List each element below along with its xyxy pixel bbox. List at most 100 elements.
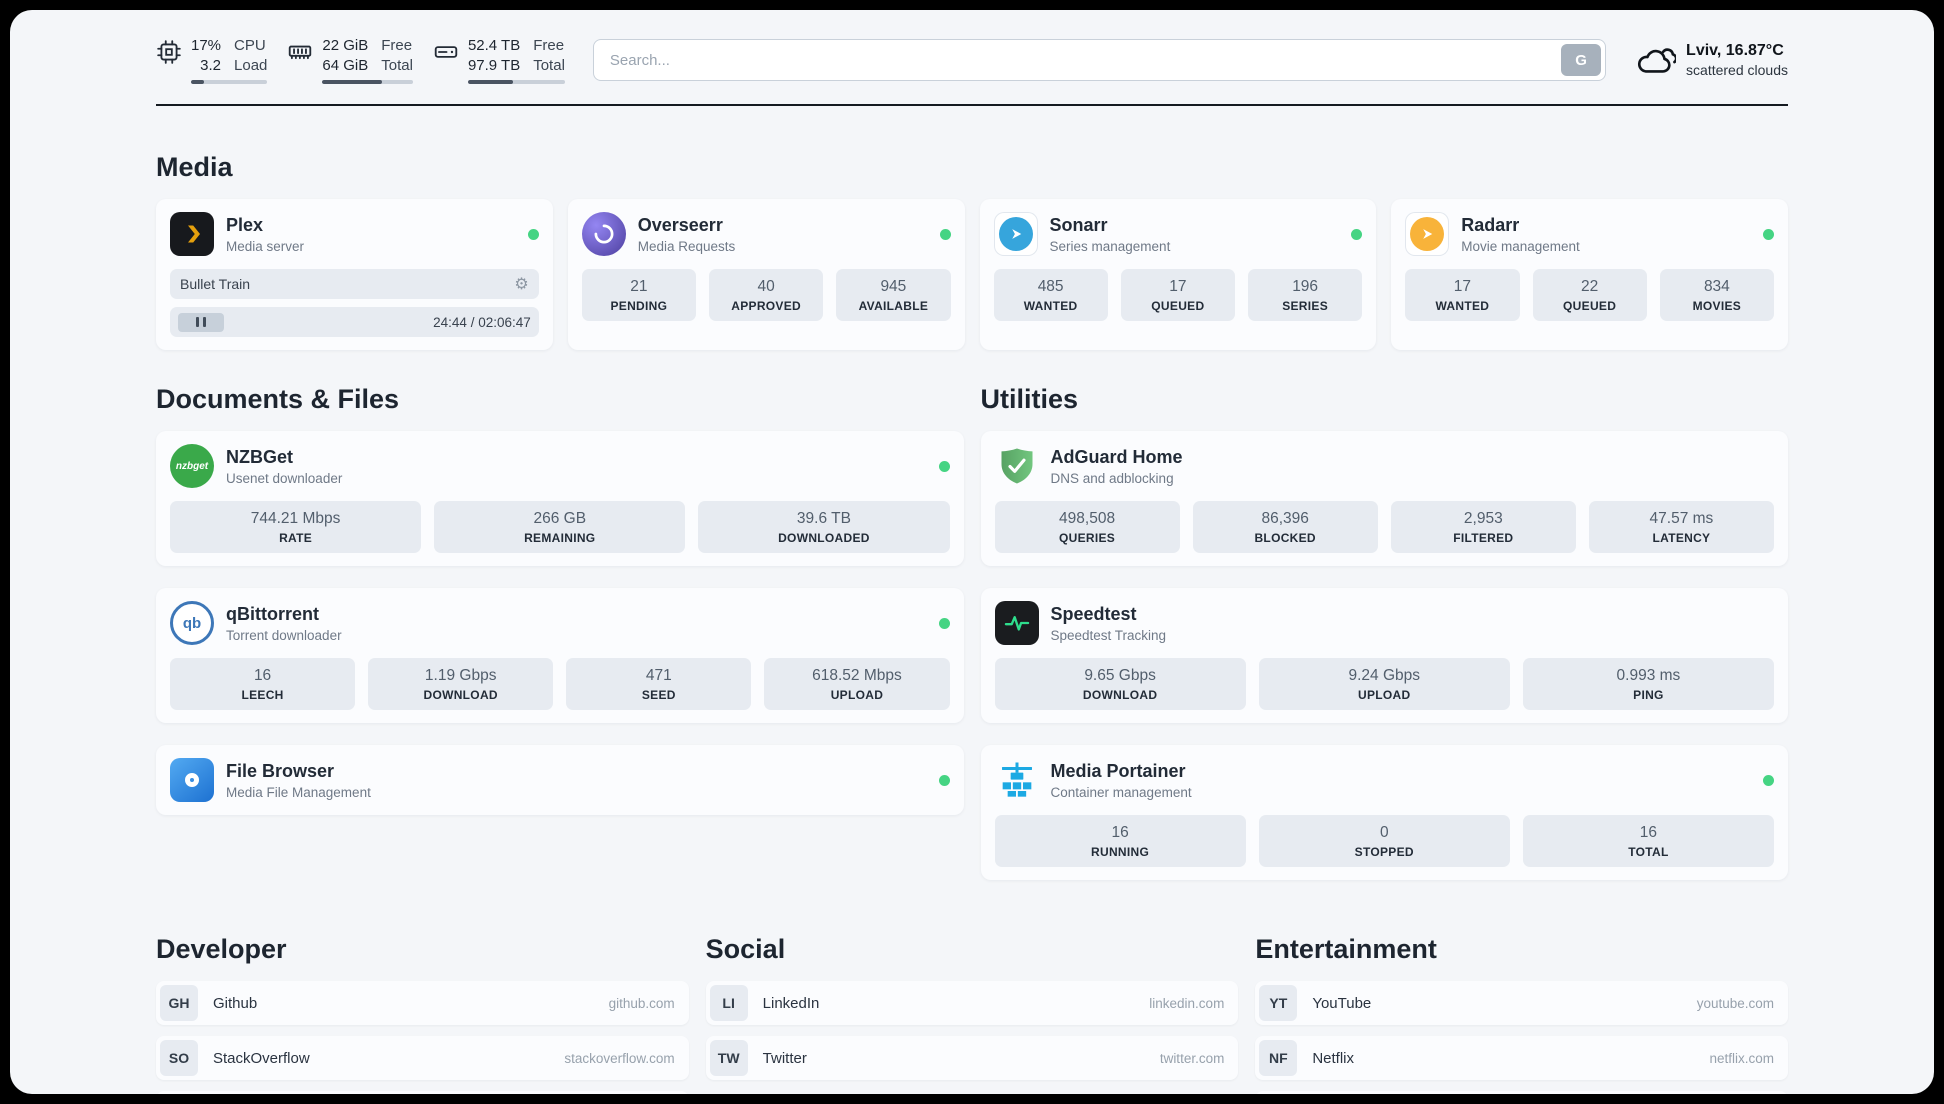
stat-value: 16 [1639,824,1658,841]
service-card-nzbget[interactable]: nzbget NZBGet Usenet downloader 744.21 M… [156,431,964,566]
stat-box: 16 RUNNING [994,815,1246,867]
bookmark-twitter[interactable]: TW Twitter twitter.com [705,1036,1239,1080]
search-provider-button[interactable]: G [1561,44,1602,76]
bookmark-netflix[interactable]: NF Netflix netflix.com [1255,1036,1788,1080]
bookmarks-column-social: Social LI LinkedIn linkedin.com TW Twitt… [705,880,1239,1091]
dashboard-container: 17% 3.2 CPU Load [156,10,1788,1094]
service-subtitle: Usenet downloader [226,470,343,486]
stats-row: 9.65 Gbps DOWNLOAD 9.24 Gbps UPLOAD 0.99… [994,658,1775,710]
service-card-filebrowser[interactable]: File Browser Media File Management [156,745,964,815]
bookmark-url: stackoverflow.com [564,1050,675,1066]
bookmark-url: youtube.com [1696,995,1774,1011]
stat-label: QUEUED [1151,299,1205,313]
card-header: nzbget NZBGet Usenet downloader [170,444,950,488]
documents-column: Documents & Files nzbget NZBGet Usenet d… [156,350,964,815]
stat-box: 266 GB REMAINING [434,501,686,553]
bookmark-name: LinkedIn [762,994,820,1012]
bookmark-name: YouTube [1312,994,1372,1012]
weather-widget: Lviv, 16.87°C scattered clouds [1634,39,1788,81]
service-card-plex[interactable]: Plex Media server Bullet Train ⚙ 24:44 /… [156,199,553,350]
stat-box: 471 SEED [566,658,752,710]
stat-label: QUERIES [1059,531,1116,545]
bookmarks-column-entertainment: Entertainment YT YouTube youtube.com NF … [1255,880,1788,1094]
service-card-radarr[interactable]: Radarr Movie management 17 WANTED 22 QUE… [1391,199,1788,350]
stat-label: QUEUED [1563,299,1617,313]
search-input[interactable] [592,39,1607,81]
pause-button[interactable] [178,312,224,332]
stat-box: 16 LEECH [170,658,356,710]
service-subtitle: Movie management [1461,238,1580,254]
stat-box: 17 WANTED [1405,269,1520,321]
bookmark-youtube[interactable]: YT YouTube youtube.com [1255,981,1788,1025]
service-name: NZBGet [226,446,293,467]
stat-box: 744.21 Mbps RATE [170,501,422,553]
stat-value: 39.6 TB [796,510,851,527]
service-subtitle: Series management [1049,238,1171,254]
stat-value: 47.57 ms [1649,510,1714,527]
speedtest-icon [994,601,1039,645]
stat-value: 17 [1169,278,1187,295]
stat-label: TOTAL [1628,845,1669,859]
bookmark-stackoverflow[interactable]: SO StackOverflow stackoverflow.com [156,1036,689,1080]
playback-progress-bar: 24:44 / 02:06:47 [170,307,539,337]
bookmark-name: StackOverflow [213,1049,310,1067]
disk-label-1: Free [533,37,565,54]
bookmark-reddit[interactable]: RE Reddit reddit.com [1255,1091,1788,1094]
weather-condition: scattered clouds [1686,62,1788,78]
stats-row: 744.21 Mbps RATE 266 GB REMAINING 39.6 T… [170,501,950,553]
stat-label: DOWNLOADED [778,531,870,545]
gear-icon[interactable]: ⚙ [514,274,529,293]
section-title-social: Social [705,934,786,964]
stat-box: 21 PENDING [581,269,696,321]
bookmark-linkedin[interactable]: LI LinkedIn linkedin.com [705,981,1239,1025]
bookmarks-column-developer: Developer GH Github github.com SO StackO… [156,880,689,1094]
service-name: Media Portainer [1050,760,1186,781]
stat-label: AVAILABLE [858,299,929,313]
section-title-entertainment: Entertainment [1255,934,1437,964]
service-card-portainer[interactable]: Media Portainer Container management 16 … [980,745,1788,880]
bookmark-dev[interactable]: DT DEV dev.to [156,1091,689,1094]
stats-row: 16 RUNNING 0 STOPPED 16 TOTAL [994,815,1775,867]
service-card-adguard[interactable]: AdGuard Home DNS and adblocking 498,508 … [980,431,1788,566]
section-title-documents: Documents & Files [156,384,400,414]
status-dot [1763,228,1774,240]
stat-label: PING [1633,688,1664,702]
stat-label: LEECH [241,688,284,702]
card-header: File Browser Media File Management [170,758,950,802]
filebrowser-icon [170,758,214,802]
stat-box: 9.65 Gbps DOWNLOAD [994,658,1246,710]
stat-value: 86,396 [1261,510,1309,527]
stat-box: 2,953 FILTERED [1390,501,1576,553]
stat-box: 1.19 Gbps DOWNLOAD [368,658,554,710]
service-card-sonarr[interactable]: Sonarr Series management 485 WANTED 17 Q… [979,199,1377,350]
stat-label: PENDING [610,299,668,313]
service-subtitle: Media Requests [637,238,736,254]
status-dot [527,228,539,240]
stat-value: 16 [253,667,272,684]
service-card-overseerr[interactable]: Overseerr Media Requests 21 PENDING 40 A… [567,199,965,350]
bookmark-name: Twitter [762,1049,807,1067]
stat-box: 498,508 QUERIES [994,501,1180,553]
media-grid: Plex Media server Bullet Train ⚙ 24:44 /… [156,199,1788,350]
stat-label: RUNNING [1091,845,1150,859]
card-header: AdGuard Home DNS and adblocking [995,444,1775,488]
plex-icon [170,212,214,256]
stat-value: 834 [1703,278,1730,295]
disk-progress-bar [467,80,565,84]
stat-label: UPLOAD [1358,688,1411,702]
memory-free: 22 GiB [322,37,369,54]
stat-box: 485 WANTED [993,269,1108,321]
section-title-media: Media [156,152,233,182]
qbittorrent-icon: qb [170,601,214,645]
service-card-qbittorrent[interactable]: qb qBittorrent Torrent downloader 16 LEE… [156,588,964,723]
bookmark-abbr: LI [709,985,748,1021]
stat-value: 196 [1292,278,1319,295]
bookmark-github[interactable]: GH Github github.com [156,981,689,1025]
stat-label: DOWNLOAD [423,688,498,702]
stat-label: REMAINING [524,531,596,545]
stat-label: STOPPED [1354,845,1414,859]
service-subtitle: Torrent downloader [226,627,342,643]
service-subtitle: Media server [226,238,305,254]
service-card-speedtest[interactable]: Speedtest Speedtest Tracking 9.65 Gbps D… [980,588,1788,723]
